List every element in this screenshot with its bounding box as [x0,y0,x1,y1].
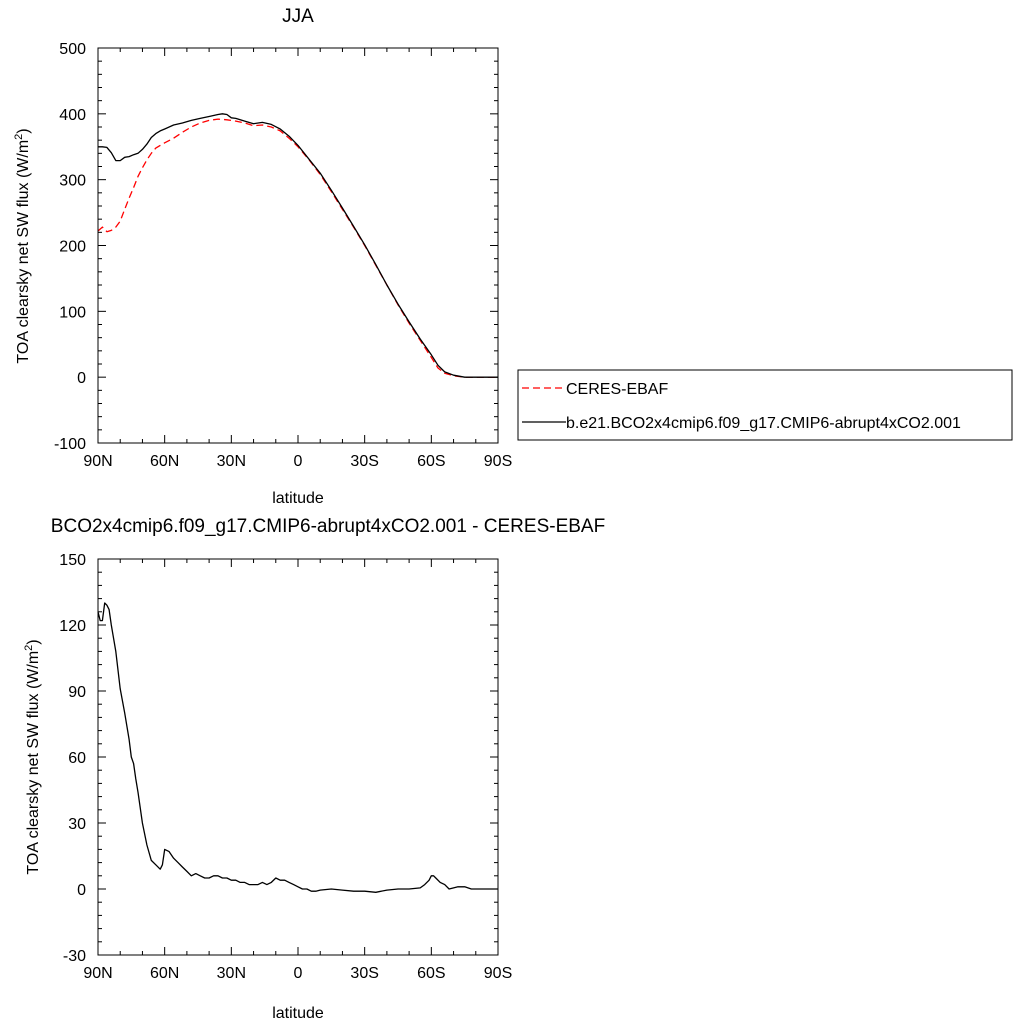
x-tick-label: 90N [83,453,112,470]
y-tick-label: 30 [68,816,86,833]
top-panel-ticks [97,47,499,444]
bottom-panel: BCO2x4cmip6.f09_g17.CMIP6-abrupt4xCO2.00… [23,516,605,1022]
x-tick-label: 60S [417,965,445,982]
legend-label-model: b.e21.BCO2x4cmip6.f09_g17.CMIP6-abrupt4x… [566,415,961,432]
y-tick-label: 400 [59,107,86,124]
top-panel-tick-labels: 90N 60N 30N 0 30S 60S 90S 500 400 300 200 100 0 -100 [54,41,512,470]
top-panel: JJA 90N 60N 30N 0 30S 60S 90S 500 400 300 200 100 0 -… [13,6,512,507]
series-line-0 [97,602,498,893]
top-panel-frame [97,47,499,444]
x-tick-label: 90N [83,965,112,982]
y-tick-label: 300 [59,173,86,190]
bottom-panel-tick-labels: 90N 60N 30N 0 30S 60S 90S 150 120 90 60 30 0 -30 [59,552,512,982]
y-tick-label: 90 [68,684,86,701]
x-tick-label: 30S [350,453,378,470]
y-tick-label: 120 [59,618,86,635]
y-tick-label: 200 [59,239,86,256]
top-panel-series [97,113,498,378]
y-tick-label: 60 [68,750,86,767]
x-tick-label: 0 [294,965,303,982]
bottom-panel-frame [97,558,499,956]
x-tick-label: 90S [484,453,512,470]
x-tick-label: 0 [294,453,303,470]
bottom-panel-xlabel: latitude [272,1005,324,1022]
x-tick-label: 60N [150,453,179,470]
y-tick-label: -30 [63,948,86,965]
y-tick-label: 100 [59,304,86,321]
x-tick-label: 90S [484,965,512,982]
y-tick-label: 0 [77,882,86,899]
bottom-panel-ticks [97,558,499,956]
top-panel-ylabel: TOA clearsky net SW flux (W/m2) [13,128,32,363]
bottom-panel-ylabel: TOA clearsky net SW flux (W/m2) [23,639,42,874]
legend-label-ceres: CERES-EBAF [566,381,668,398]
series-line-0 [97,118,498,378]
legend: CERES-EBAF b.e21.BCO2x4cmip6.f09_g17.CMI… [517,369,1013,441]
y-tick-label: 500 [59,41,86,58]
top-panel-xlabel: latitude [272,490,324,507]
x-tick-label: 60N [150,965,179,982]
bottom-panel-title: BCO2x4cmip6.f09_g17.CMIP6-abrupt4xCO2.00… [51,516,605,537]
x-tick-label: 30S [350,965,378,982]
top-panel-title: JJA [282,6,314,27]
legend-box [517,369,1013,441]
y-tick-label: 0 [77,370,86,387]
y-tick-label: -100 [54,436,86,453]
series-line-1 [98,113,498,378]
x-tick-label: 60S [417,453,445,470]
y-tick-label: 150 [59,552,86,569]
x-tick-label: 30N [217,965,246,982]
x-tick-label: 30N [217,453,246,470]
bottom-panel-series [97,602,498,893]
